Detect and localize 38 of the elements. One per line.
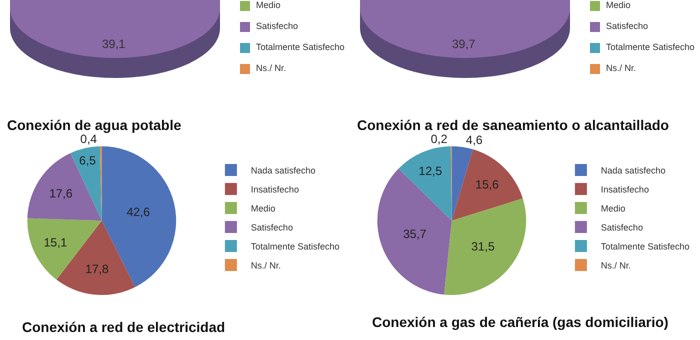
legend-label: Medio [600, 204, 626, 214]
category-label: Totalmente Satisfecho [256, 42, 345, 52]
data-label: 0,4 [80, 132, 98, 146]
data-label: 35,7 [403, 226, 427, 241]
legend-label: Nada satisfecho [250, 166, 316, 176]
data-label: 4,6 [466, 133, 483, 148]
data-label: 15,6 [475, 178, 500, 192]
text: 39,1 [102, 37, 126, 51]
category-label: Satisfecho [256, 21, 298, 31]
legend-label: Satisfecho [600, 222, 643, 233]
data-label: 15,1 [44, 235, 68, 250]
text: Conexión a red de electricidad [22, 319, 226, 335]
legend-label: Medio [250, 204, 276, 214]
data-label: 31,5 [471, 239, 495, 254]
chart-title: Conexión a red de saneamiento o alcantaillado [357, 117, 669, 134]
legend-label: Insatisfecho [250, 184, 299, 195]
text: 39,7 [452, 37, 476, 51]
legend-label: Totalmente Satisfecho [250, 242, 340, 252]
category-label: Medio [606, 0, 631, 10]
category-label: Totalmente Satisfecho [606, 42, 695, 52]
category-label: Ns./ Nr. [606, 63, 636, 73]
category-label: Satisfecho [606, 21, 648, 31]
legend-label: Nada satisfecho [600, 166, 666, 176]
data-label: 6,5 [79, 153, 96, 168]
data-label: 17,8 [85, 262, 109, 276]
legend-label: Totalmente Satisfecho [600, 242, 690, 252]
legend-label: Ns./ Nr. [250, 260, 281, 271]
data-label: 42,6 [126, 204, 150, 219]
data-label: 17,6 [49, 186, 73, 201]
data-label: 12,5 [418, 164, 442, 178]
data-label: 0,2 [430, 132, 448, 146]
legend-label: Insatisfecho [600, 184, 649, 195]
text: Conexión a gas de cañería (gas domiciliario) [372, 314, 668, 330]
category-label: Ns./ Nr. [256, 63, 286, 73]
legend-label: Satisfecho [250, 222, 293, 233]
chart-title: Conexión de agua potable [7, 117, 182, 134]
legend-label: Ns./ Nr. [600, 260, 631, 271]
category-label: Medio [256, 0, 281, 10]
